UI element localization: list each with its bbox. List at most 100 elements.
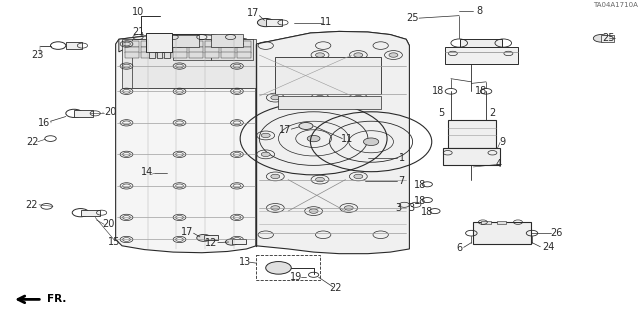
Bar: [157, 52, 172, 57]
Bar: [157, 41, 172, 47]
Text: 21: 21: [132, 27, 144, 37]
Circle shape: [364, 138, 379, 145]
Text: 17: 17: [181, 227, 193, 237]
Bar: [141, 41, 156, 47]
Bar: [173, 52, 187, 57]
Bar: [173, 39, 211, 60]
Text: 26: 26: [550, 228, 563, 238]
Circle shape: [344, 206, 353, 210]
Circle shape: [261, 152, 270, 157]
Circle shape: [316, 177, 324, 182]
Bar: [278, 96, 381, 109]
Text: 18: 18: [432, 86, 444, 96]
Bar: [601, 34, 614, 42]
Bar: [237, 41, 251, 47]
Text: 19: 19: [290, 272, 302, 282]
Bar: [157, 52, 163, 58]
Bar: [141, 52, 156, 57]
Text: 18: 18: [413, 196, 426, 206]
Bar: [189, 52, 203, 57]
Circle shape: [266, 262, 291, 274]
Text: 25: 25: [602, 33, 615, 43]
Bar: [125, 52, 140, 57]
Circle shape: [225, 239, 238, 245]
Text: 18: 18: [421, 207, 433, 217]
Polygon shape: [256, 31, 410, 254]
Bar: [445, 47, 518, 64]
Bar: [205, 41, 219, 47]
Text: 13: 13: [239, 256, 251, 267]
Bar: [256, 255, 320, 280]
Text: FR.: FR.: [47, 294, 66, 304]
Text: TA04A1710A: TA04A1710A: [593, 2, 638, 8]
Circle shape: [309, 209, 318, 213]
Text: 25: 25: [406, 13, 419, 23]
Bar: [161, 34, 198, 47]
Bar: [221, 41, 235, 47]
Bar: [132, 39, 256, 88]
Circle shape: [593, 34, 609, 42]
Text: 12: 12: [205, 238, 218, 248]
Bar: [266, 19, 282, 26]
Text: 5: 5: [438, 108, 444, 118]
Text: 17: 17: [278, 125, 291, 135]
Bar: [448, 120, 495, 148]
Circle shape: [271, 174, 280, 179]
Circle shape: [316, 53, 324, 57]
Bar: [232, 239, 246, 244]
Bar: [237, 47, 251, 53]
Bar: [497, 220, 506, 224]
Bar: [481, 220, 490, 224]
Circle shape: [389, 53, 398, 57]
Text: 6: 6: [456, 243, 462, 253]
Text: 16: 16: [38, 118, 51, 128]
Text: 4: 4: [496, 159, 502, 169]
Text: 18: 18: [475, 86, 487, 96]
Text: 10: 10: [132, 7, 144, 18]
Bar: [443, 148, 500, 165]
Bar: [237, 52, 251, 57]
Bar: [221, 47, 235, 53]
Text: 22: 22: [330, 283, 342, 293]
Text: 18: 18: [413, 180, 426, 190]
Bar: [275, 56, 381, 94]
Bar: [164, 52, 170, 58]
Circle shape: [307, 136, 320, 142]
Text: 8: 8: [477, 5, 483, 16]
Bar: [122, 39, 253, 88]
Text: 14: 14: [141, 167, 154, 177]
Text: 1: 1: [399, 152, 405, 162]
Bar: [173, 41, 187, 47]
Text: 7: 7: [399, 176, 405, 186]
Text: 15: 15: [108, 237, 120, 247]
Bar: [125, 47, 140, 53]
Text: 9: 9: [499, 137, 505, 147]
Bar: [157, 47, 172, 53]
Text: 22: 22: [26, 137, 39, 147]
Bar: [141, 47, 156, 53]
Text: 20: 20: [102, 219, 114, 229]
Circle shape: [354, 53, 363, 57]
Bar: [147, 33, 172, 52]
Bar: [81, 210, 100, 216]
Bar: [211, 34, 243, 47]
Bar: [125, 41, 140, 47]
Bar: [173, 47, 187, 53]
Bar: [473, 222, 531, 244]
Bar: [189, 41, 203, 47]
Circle shape: [354, 95, 363, 100]
Bar: [205, 47, 219, 53]
Polygon shape: [116, 34, 256, 253]
Circle shape: [271, 95, 280, 100]
Bar: [74, 110, 93, 116]
Circle shape: [261, 133, 270, 137]
Bar: [189, 47, 203, 53]
Circle shape: [299, 122, 313, 130]
Text: 23: 23: [31, 50, 44, 60]
Text: 3: 3: [395, 203, 401, 213]
Circle shape: [354, 174, 363, 179]
Bar: [221, 52, 235, 57]
Bar: [211, 39, 253, 60]
Text: 24: 24: [543, 242, 555, 252]
Bar: [149, 52, 155, 58]
